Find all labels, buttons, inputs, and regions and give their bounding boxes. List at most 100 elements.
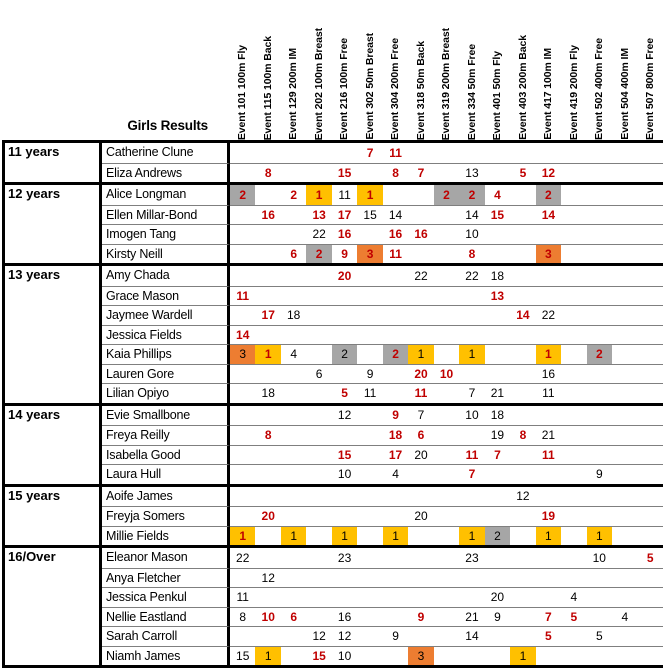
event-header: Event 101 100m Fly <box>230 0 255 140</box>
result-cell <box>510 548 535 568</box>
age-label: 16/Over <box>5 548 102 665</box>
event-header-label: Event 318 50m Back <box>414 40 427 140</box>
result-cell: 15 <box>357 204 383 225</box>
result-cell: 1 <box>255 645 281 665</box>
result-cell <box>510 243 536 264</box>
result-cell: 10 <box>465 408 479 423</box>
result-cell <box>535 324 562 345</box>
result-cell: 18 <box>490 408 505 423</box>
result-cell <box>230 383 256 403</box>
result-cell <box>637 425 663 445</box>
result-cell <box>561 645 587 666</box>
result-cell <box>484 324 511 345</box>
result-cell: 22 <box>236 550 250 565</box>
result-cell: 2 <box>484 525 511 545</box>
result-cell <box>306 406 331 426</box>
result-cell <box>561 305 587 325</box>
event-header-label: Event 202 100m Breast <box>312 27 325 140</box>
event-header-label: Event 129 200m IM <box>287 48 300 140</box>
result-cell <box>408 324 434 345</box>
result-cell: 9 <box>392 408 399 423</box>
result-cell <box>331 305 358 325</box>
result-cell <box>485 143 510 163</box>
result-cell <box>357 224 383 244</box>
result-cell <box>433 243 460 264</box>
result-cell <box>561 506 587 526</box>
result-cell <box>357 525 383 546</box>
swimmer-name: Catherine Clune <box>102 143 230 163</box>
result-cell: 10 <box>433 363 460 384</box>
result-cell: 12 <box>337 408 352 423</box>
result-cell <box>357 487 382 507</box>
result-cell <box>612 243 638 264</box>
event-header-label: Event 115 100m Back <box>261 35 274 140</box>
result-cell <box>383 185 408 205</box>
event-header-label: Event 419 200m Fly <box>567 44 580 140</box>
result-cell: 5 <box>510 162 536 183</box>
swimmer-name: Jessica Penkul <box>102 587 230 607</box>
result-cell <box>586 224 613 244</box>
result-cell: 5 <box>535 626 562 646</box>
result-cell <box>561 344 587 364</box>
result-cell <box>561 425 587 445</box>
result-cell: 20 <box>255 506 281 526</box>
result-cell <box>586 285 613 306</box>
result-cell <box>331 506 358 526</box>
result-cell <box>255 266 280 286</box>
event-header: Event 115 100m Back <box>255 0 280 140</box>
result-cell: 8 <box>255 425 281 445</box>
result-cell <box>459 587 485 607</box>
result-cell: 8 <box>459 243 485 264</box>
result-cell <box>408 243 434 264</box>
result-cell <box>561 363 587 384</box>
result-cell <box>331 324 358 345</box>
result-cell <box>637 383 663 403</box>
result-cell <box>357 344 383 364</box>
result-cell <box>357 567 383 588</box>
result-cell: 7 <box>366 145 374 160</box>
result-cell: 3 <box>535 243 562 263</box>
result-cell <box>612 285 638 306</box>
age-label: 11 years <box>5 143 102 182</box>
result-cell <box>382 363 409 384</box>
result-cell <box>612 204 638 225</box>
result-cell <box>383 548 408 568</box>
result-cell: 1 <box>408 344 434 364</box>
result-cell <box>561 324 587 345</box>
result-cell <box>357 464 383 484</box>
result-cell <box>408 305 434 325</box>
result-cell <box>433 626 460 646</box>
results-table: 11 years Catherine Clune 7 11 Eliza Andrews 8… <box>2 140 663 668</box>
event-header-label: Event 216 100m Free <box>338 38 351 140</box>
result-cell <box>255 285 281 306</box>
result-cell: 1 <box>357 185 383 205</box>
result-cell <box>306 548 331 568</box>
swimmer-name: Amy Chada <box>102 266 230 286</box>
result-cell <box>586 305 613 325</box>
result-cell <box>280 464 307 484</box>
result-cell <box>255 224 281 244</box>
result-cell <box>637 444 663 465</box>
result-cell: 21 <box>535 425 562 445</box>
swimmer-name: Jessica Fields <box>102 324 230 344</box>
result-cell <box>433 606 460 627</box>
result-cell <box>612 464 638 484</box>
result-cell: 4 <box>382 464 409 484</box>
result-cell: 1 <box>331 525 358 545</box>
result-cell <box>637 204 663 225</box>
result-cell <box>536 406 561 426</box>
result-cell <box>230 363 256 384</box>
result-cell <box>484 506 511 526</box>
result-cell <box>306 162 332 183</box>
result-cell: 13 <box>459 162 485 183</box>
result-cell <box>280 204 307 225</box>
result-cell <box>561 243 587 264</box>
result-cell <box>510 626 536 646</box>
result-cell <box>637 626 663 646</box>
result-cell <box>484 363 511 384</box>
result-cell: 9 <box>331 243 358 264</box>
age-label: 13 years <box>5 266 102 403</box>
result-cell: 19 <box>484 425 511 445</box>
event-header: Event 318 50m Back <box>408 0 433 140</box>
result-cell <box>586 383 613 403</box>
